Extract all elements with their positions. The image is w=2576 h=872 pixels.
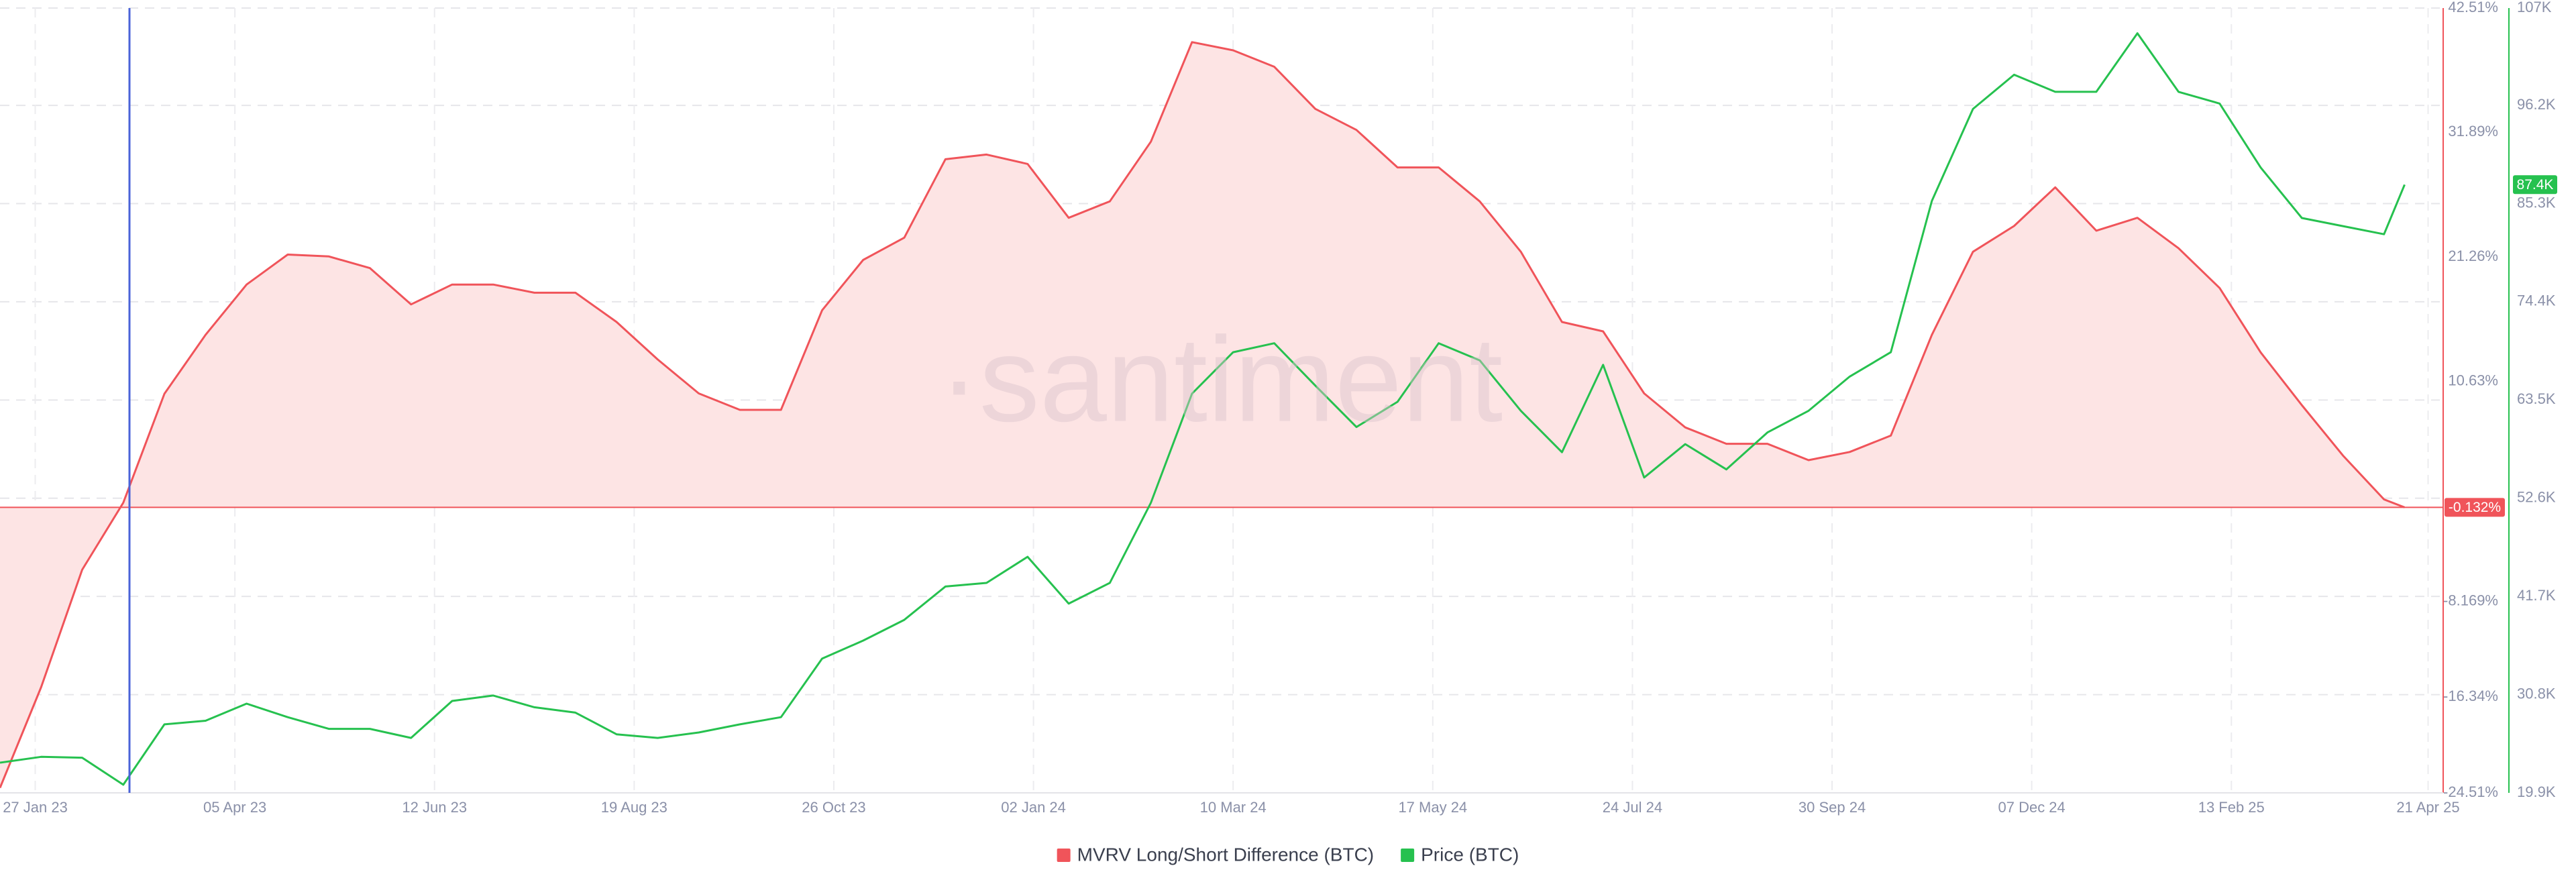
y2-tick-label: 19.9K xyxy=(2517,783,2556,800)
y2-tick-label: 52.6K xyxy=(2517,489,2556,506)
y-tick-label: -24.51% xyxy=(2443,783,2498,800)
y2-tick-label: 41.7K xyxy=(2517,587,2556,604)
x-tick-label: 24 Jul 24 xyxy=(1603,799,1662,816)
end-label: -0.132% xyxy=(2449,500,2501,515)
y-tick-label: 42.51% xyxy=(2448,0,2498,15)
watermark: ·santiment xyxy=(939,313,1503,447)
line xyxy=(0,41,2406,789)
area xyxy=(0,42,2405,788)
y2-tick-label: 96.2K xyxy=(2517,96,2556,113)
end-label: 87.4K xyxy=(2517,177,2554,193)
y-tick-label: -8.169% xyxy=(2443,592,2498,609)
y2-tick-label: 30.8K xyxy=(2517,685,2556,702)
x-tick-label: 12 Jun 23 xyxy=(402,799,467,816)
y2-tick-label: 107K xyxy=(2517,0,2552,15)
x-tick-label: 02 Jan 24 xyxy=(1001,799,1066,816)
x-tick-label: 07 Dec 24 xyxy=(1998,799,2065,816)
end-label-box xyxy=(2445,498,2505,517)
y2-tick-label: 85.3K xyxy=(2517,194,2556,211)
x-tick-label: 27 Jan 23 xyxy=(3,799,68,816)
x-tick-label: 10 Mar 24 xyxy=(1200,799,1267,816)
y-tick-label: 21.26% xyxy=(2448,248,2498,264)
y2-tick-label: 63.5K xyxy=(2517,390,2556,407)
legend-label: MVRV Long/Short Difference (BTC) xyxy=(1077,844,1374,865)
end-label-box xyxy=(2513,175,2557,195)
x-tick-label: 13 Feb 25 xyxy=(2198,799,2265,816)
legend: MVRV Long/Short Difference (BTC) Price (B… xyxy=(1057,844,1519,865)
line xyxy=(0,32,2406,786)
x-tick-label: 17 May 24 xyxy=(1398,799,1467,816)
legend-swatch xyxy=(1401,849,1415,862)
y-tick-label: -16.34% xyxy=(2443,688,2498,704)
legend-swatch xyxy=(1057,849,1071,862)
x-tick-label: 19 Aug 23 xyxy=(601,799,667,816)
x-tick-label: 26 Oct 23 xyxy=(802,799,865,816)
x-tick-label: 05 Apr 23 xyxy=(203,799,266,816)
y-tick-label: 31.89% xyxy=(2448,123,2498,140)
legend-label: Price (BTC) xyxy=(1421,844,1519,865)
x-tick-label: 30 Sep 24 xyxy=(1799,799,1866,816)
x-tick-label: 21 Apr 25 xyxy=(2396,799,2459,816)
y2-tick-label: 74.4K xyxy=(2517,292,2556,309)
y-tick-label: 10.63% xyxy=(2448,372,2498,388)
